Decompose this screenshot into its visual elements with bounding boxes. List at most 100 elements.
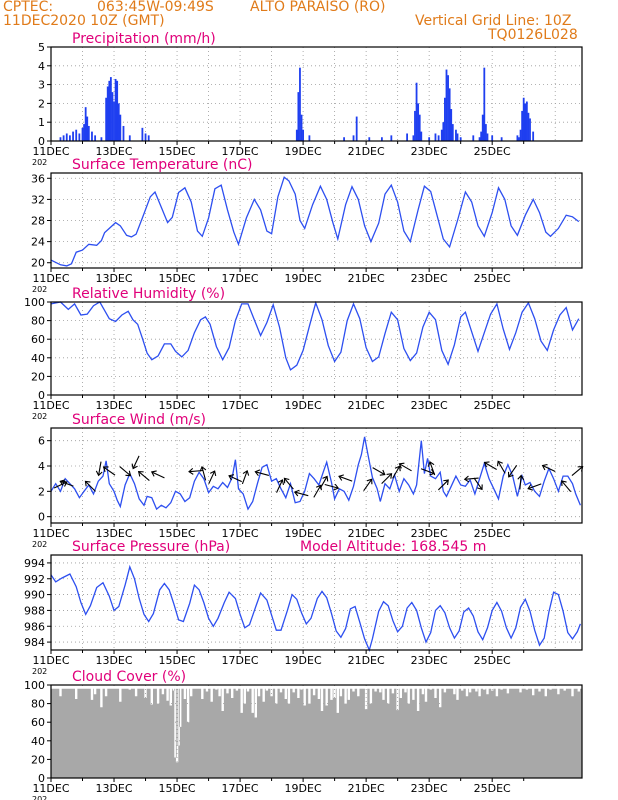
x-tick-label: 25DEC [474,272,511,285]
x-tick-label: 21DEC [348,654,385,667]
wind-arrow-shaft [103,466,116,476]
wind-arrow-head [293,489,300,497]
precip-bar [456,133,459,141]
panel-annotation: Model Altitude: 168.545 m [300,539,486,555]
wind-arrow-shaft [319,476,328,489]
wind-arrow-shaft [497,460,506,474]
wind-arrow-head [427,461,435,467]
wind-arrow [463,475,479,483]
wind-arrow [541,463,556,472]
wind-arrow [473,477,483,491]
precip-bar [459,137,462,141]
wind-arrow [392,465,401,479]
wind-arrow [338,474,353,482]
x-tick-label: 11DEC [32,527,69,540]
wind-arrow-shaft [276,479,283,493]
precip-bar [455,129,457,141]
wind-arrow-shaft [363,478,373,492]
wind-arrow-shaft [399,463,412,472]
wind-arrow-head [463,475,470,483]
header-model-code: TQ0126L028 [488,27,578,43]
precip-bar [69,135,71,141]
wind-arrow [496,460,506,474]
precip-bar [128,135,131,141]
wind-arrow-head [125,470,132,477]
x-tick-label: 19DEC [285,654,322,667]
wind-arrow [398,462,412,472]
wind-arrow-shaft [119,466,131,477]
panel-title: Precipitation (mm/h) [72,31,216,47]
wind-arrow-shaft [313,484,322,498]
wind-arrow-shaft [484,462,497,470]
y-tick-label: 60 [31,716,45,729]
x-tick-label: 15DEC [158,399,195,412]
x-tick-label: 19DEC [285,145,322,158]
y-tick-label: 20 [31,753,45,766]
precip-bar [406,133,409,141]
precip-bar [116,80,119,141]
wind-arrow-shaft [208,470,216,484]
header: CPTEC: 063:45W-09:49S ALTO PARAISO (RO) … [0,0,618,48]
wind-arrow-shaft [464,477,479,480]
precip-bar [65,133,68,141]
y-tick-label: 0 [38,389,45,402]
y-tick-label: 990 [24,589,45,602]
precip-bar [484,124,487,141]
panel-title: Surface Pressure (hPa) [72,539,230,555]
precip-bar [352,135,355,141]
precip-bar [297,92,300,141]
wind-arrow-head [443,479,449,486]
x-tick-label: 11DEC [32,399,69,412]
y-tick-label: 20 [31,257,45,270]
wind-arrow-head [366,478,373,485]
precip-bar [147,135,150,141]
wind-arrow [372,467,386,476]
x-tick-label: 13DEC [95,272,132,285]
wind-arrow-head [277,479,285,485]
precip-bar [113,101,115,141]
precip-bar [83,124,85,141]
x-tick-label: 23DEC [411,654,448,667]
precip-bar [486,133,489,141]
cloud-cover-area [51,688,582,778]
y-tick-label: 28 [31,215,45,228]
wind-arrow [293,489,309,497]
panel-5: 984 986 988 990 992 994 11DEC 13DEC 15DEC 17DEC 19… [24,539,583,676]
precip-bar [390,135,393,141]
x-tick-label: 21DEC [348,527,385,540]
x-tick-label: 25DEC [474,527,511,540]
series-line [50,564,582,652]
y-tick-label: 4 [38,60,45,73]
wind-arrow-shaft [151,471,165,479]
wind-arrow-shaft [255,471,270,476]
wind-arrow-head [315,484,322,491]
wind-arrow-head [517,474,525,481]
precip-bar [117,103,120,141]
x-tick-label: 25DEC [474,654,511,667]
wind-arrow-head [561,480,567,486]
wind-arrow-shaft [372,467,386,476]
wind-arrow-head [338,474,344,481]
x-tick-label: 17DEC [222,399,259,412]
x-year-label: 202 [32,667,47,676]
x-tick-label: 19DEC [285,399,322,412]
x-tick-label: 21DEC [348,272,385,285]
precip-bar [106,86,109,141]
wind-arrow [276,479,285,493]
y-tick-label: 5 [38,41,45,54]
precip-bar [518,137,520,141]
x-tick-label: 11DEC [32,654,69,667]
y-tick-label: 984 [24,636,45,649]
x-tick-label: 25DEC [474,145,511,158]
y-tick-label: 0 [38,511,45,524]
precip-bar [87,125,90,141]
wind-arrow-shaft [201,466,207,481]
precip-bar [516,135,519,141]
x-tick-label: 19DEC [285,272,322,285]
precip-bar [529,118,531,141]
x-tick-label: 17DEC [222,654,259,667]
x-year-label: 202 [32,412,47,421]
wind-arrow [561,480,572,493]
precip-bar [141,127,144,141]
precip-bar [445,69,448,141]
